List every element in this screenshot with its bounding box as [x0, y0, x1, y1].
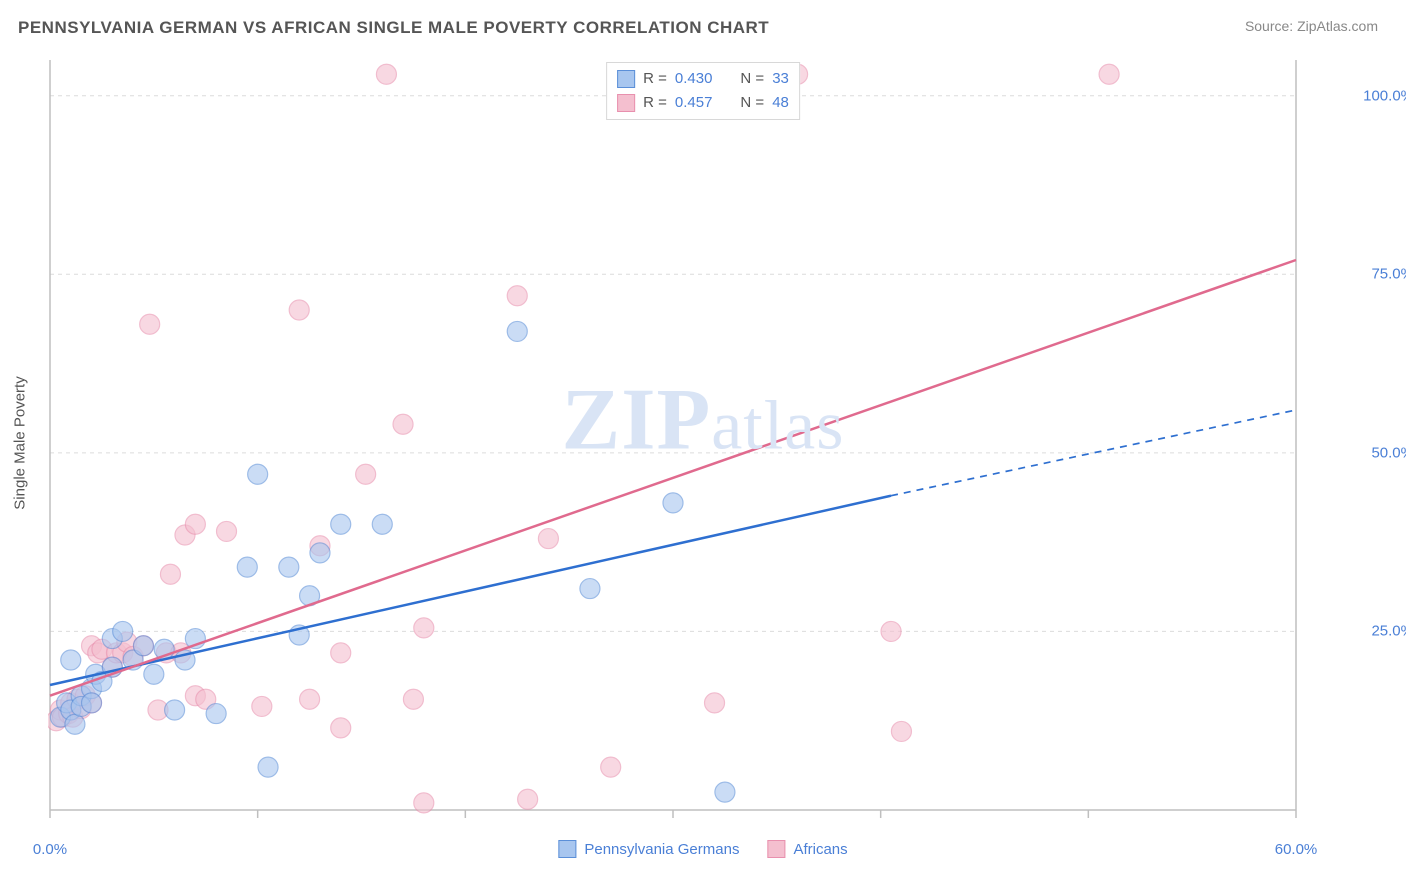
x-tick-label: 60.0%: [1275, 841, 1318, 858]
legend-swatch: [558, 840, 576, 858]
y-tick-label: 25.0%: [1371, 623, 1406, 640]
series-legend-label: Pennsylvania Germans: [584, 841, 739, 858]
legend-n-label: N =: [740, 67, 764, 91]
legend-r-label: R =: [643, 67, 667, 91]
series-legend: Pennsylvania Germans Africans: [558, 840, 847, 858]
source-attribution: Source: ZipAtlas.com: [1245, 18, 1378, 34]
x-tick-label: 0.0%: [33, 841, 67, 858]
source-label: Source:: [1245, 18, 1293, 34]
series-legend-label: Africans: [793, 841, 847, 858]
legend-swatch: [767, 840, 785, 858]
chart-title: PENNSYLVANIA GERMAN VS AFRICAN SINGLE MA…: [18, 18, 769, 38]
correlation-legend-row: R = 0.430 N = 33: [617, 67, 789, 91]
chart-area: Single Male Poverty ZIPatlas R = 0.430 N…: [48, 58, 1358, 828]
correlation-legend-row: R = 0.457 N = 48: [617, 91, 789, 115]
correlation-legend: R = 0.430 N = 33 R = 0.457 N = 48: [606, 62, 800, 120]
series-legend-item: Pennsylvania Germans: [558, 840, 739, 858]
y-tick-label: 100.0%: [1363, 87, 1406, 104]
legend-n-value: 48: [772, 91, 789, 115]
legend-n-label: N =: [740, 91, 764, 115]
legend-swatch: [617, 94, 635, 112]
y-tick-label: 75.0%: [1371, 266, 1406, 283]
legend-swatch: [617, 70, 635, 88]
legend-r-label: R =: [643, 91, 667, 115]
series-legend-item: Africans: [767, 840, 847, 858]
legend-n-value: 33: [772, 67, 789, 91]
scatter-plot: [48, 58, 1358, 828]
header: PENNSYLVANIA GERMAN VS AFRICAN SINGLE MA…: [0, 0, 1406, 46]
source-value: ZipAtlas.com: [1297, 18, 1378, 34]
legend-r-value: 0.430: [675, 67, 713, 91]
y-axis-label: Single Male Poverty: [12, 376, 29, 509]
y-tick-label: 50.0%: [1371, 444, 1406, 461]
legend-r-value: 0.457: [675, 91, 713, 115]
